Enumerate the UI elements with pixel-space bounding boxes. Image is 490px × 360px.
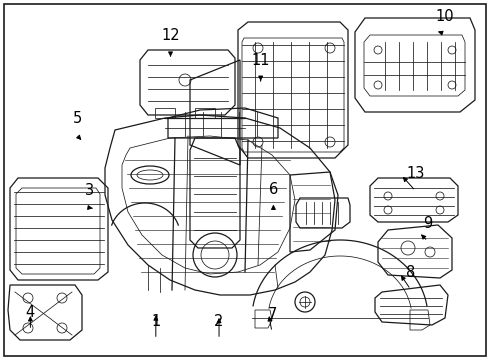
- Text: 2: 2: [214, 314, 224, 329]
- Text: 8: 8: [406, 265, 415, 279]
- Text: 3: 3: [85, 183, 94, 198]
- Text: 5: 5: [73, 111, 82, 126]
- Text: 13: 13: [406, 166, 425, 181]
- Text: 1: 1: [151, 314, 160, 329]
- Text: 9: 9: [423, 216, 432, 231]
- Text: 12: 12: [161, 28, 180, 43]
- Text: 11: 11: [251, 53, 270, 68]
- Text: 4: 4: [26, 305, 35, 320]
- Text: 10: 10: [436, 9, 454, 24]
- Text: 7: 7: [267, 307, 277, 322]
- Text: 6: 6: [269, 182, 278, 197]
